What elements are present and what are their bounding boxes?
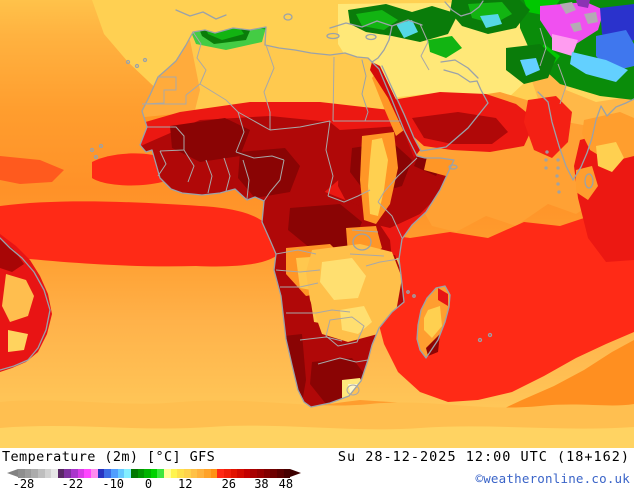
- copyright-link[interactable]: ©weatheronline.co.uk: [475, 471, 630, 486]
- colorbar-tick-label: -22: [61, 477, 84, 490]
- central-asia-cold: [520, 0, 634, 100]
- colorbar-segment: [137, 469, 145, 478]
- colorbar-segment: [177, 469, 185, 478]
- colorbar-tick-label: 48: [278, 477, 294, 490]
- colorbar-segment: [164, 469, 171, 478]
- colorbar-segment: [243, 469, 251, 478]
- caspian-coastline: [444, 0, 484, 17]
- colorbar-segment: [124, 469, 131, 478]
- persian-gulf-coastline: [440, 59, 479, 83]
- colorbar-segment: [97, 469, 105, 478]
- colorbar-arrow-right: [290, 469, 301, 477]
- colorbar-segment: [44, 469, 52, 478]
- maldives-chain: [544, 150, 561, 194]
- spain-coastline: [175, 9, 227, 20]
- colorbar-tick-label: 12: [178, 477, 193, 490]
- colorbar-track: [18, 469, 291, 478]
- colorbar-segment: [110, 469, 118, 478]
- colorbar-segment: [144, 469, 151, 478]
- colorbar-segment: [276, 469, 284, 478]
- colorbar-segment: [130, 469, 138, 478]
- colorbar-segment: [18, 469, 25, 478]
- map-area: [0, 0, 634, 448]
- country-borders: [141, 23, 567, 396]
- colorbar-segment: [117, 469, 125, 478]
- colorbar-segment: [31, 469, 38, 478]
- colorbar-segment: [184, 469, 191, 478]
- colorbar-arrow-left: [7, 469, 18, 477]
- madagascar: [417, 286, 450, 358]
- colorbar-segment: [270, 469, 277, 478]
- equatorial-atlantic-red: [0, 153, 280, 267]
- colorbar-segment: [283, 469, 291, 478]
- colorbar-tick-label: -10: [102, 477, 125, 490]
- sri-lanka: [584, 173, 594, 189]
- colorbar-segment: [51, 469, 58, 478]
- africa-coastline: [139, 26, 455, 408]
- socotra: [448, 164, 458, 170]
- colorbar-ticks: -28 -22 -10 0 12 26 38 48: [13, 477, 294, 490]
- cyprus: [365, 33, 377, 41]
- canary-islands: [125, 57, 148, 69]
- colorbar-segment: [24, 469, 32, 478]
- colorbar-segment: [71, 469, 78, 478]
- arabia: [370, 62, 536, 158]
- levant-coastline: [371, 25, 393, 63]
- forecast-datetime: Su 28-12-2025 12:00 UTC (18+162): [337, 449, 630, 465]
- legend-title: Temperature (2m) [°C] GFS: [2, 449, 216, 465]
- colorbar-segment: [210, 469, 218, 478]
- temperature-map: [0, 0, 634, 448]
- india-coastline: [537, 91, 634, 181]
- colorbar-tick-label: -28: [12, 477, 35, 490]
- colorbar-segment: [230, 469, 238, 478]
- colorbar-tick-label: 26: [221, 477, 237, 490]
- colorbar-segment: [84, 469, 92, 478]
- colorbar-segment: [197, 469, 204, 478]
- colorbar-segment: [37, 469, 45, 478]
- madagascar-coastline: [416, 285, 451, 359]
- brazil-coastline: [0, 237, 51, 371]
- colorbar-segment: [257, 469, 264, 478]
- colorbar-segment: [190, 469, 198, 478]
- colorbar-segment: [150, 469, 158, 478]
- colorbar-segment: [250, 469, 258, 478]
- colorbar-segment: [104, 469, 111, 478]
- colorbar-segment: [217, 469, 224, 478]
- colorbar-tick-label: 38: [254, 477, 269, 490]
- coastlines: [0, 0, 634, 408]
- arabia-coastline: [381, 65, 489, 152]
- colorbar: [7, 469, 301, 478]
- colorbar-segment: [237, 469, 244, 478]
- colorbar-segment: [170, 469, 178, 478]
- cape-verde-islands: [89, 143, 104, 160]
- crete: [326, 32, 340, 40]
- colorbar-tick-label: 0: [144, 477, 153, 490]
- turkey-coastline: [329, 19, 423, 29]
- lake-victoria: [352, 233, 372, 251]
- colorbar-segment: [64, 469, 72, 478]
- colorbar-segment: [91, 469, 98, 478]
- indian-ocean-red: [368, 214, 634, 402]
- nile-river: [361, 59, 369, 122]
- colorbar-segment: [203, 469, 211, 478]
- sicily: [283, 13, 293, 21]
- red-sea-hot: [370, 62, 420, 158]
- south-america: [0, 234, 52, 372]
- colorbar-segment: [77, 469, 85, 478]
- lesotho-border: [346, 384, 360, 396]
- colorbar-segment: [57, 469, 65, 478]
- colorbar-segment: [223, 469, 231, 478]
- legend-bar: Temperature (2m) [°C] GFS Su 28-12-2025 …: [0, 448, 634, 490]
- comoros-mauritius: [406, 290, 493, 343]
- colorbar-segment: [157, 469, 165, 478]
- colorbar-segment: [263, 469, 271, 478]
- southern-ocean-bands: [0, 400, 634, 448]
